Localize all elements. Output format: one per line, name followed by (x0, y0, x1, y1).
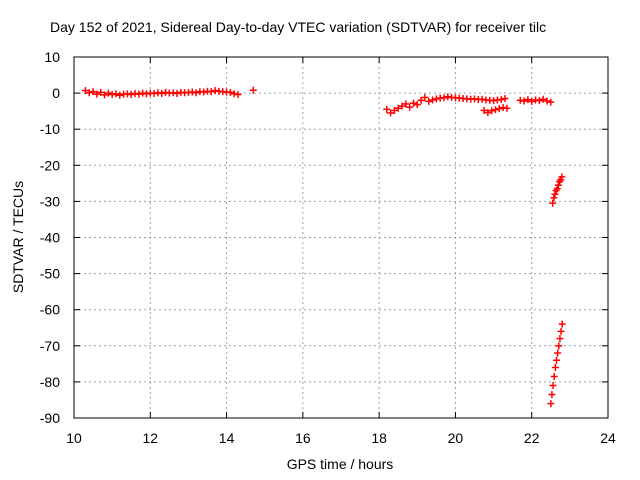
data-point (387, 109, 395, 117)
data-point (173, 89, 181, 97)
y-axis-label: SDTVAR / TECUs (10, 180, 26, 294)
data-point (553, 356, 561, 364)
data-point (192, 89, 200, 97)
data-point (207, 88, 215, 96)
x-tick-label: 20 (448, 430, 464, 446)
data-point (383, 105, 391, 113)
data-point (394, 104, 402, 112)
data-point (425, 97, 433, 105)
y-tick-label: -50 (40, 266, 60, 282)
data-point (104, 89, 112, 97)
data-point (429, 96, 437, 104)
data-point (535, 97, 543, 105)
data-point (551, 190, 559, 198)
data-point (554, 349, 562, 357)
data-point (112, 90, 120, 98)
data-point (501, 95, 509, 103)
y-tick-label: -70 (40, 338, 60, 354)
data-point (555, 342, 563, 350)
data-point (402, 100, 410, 108)
y-tick-label: -80 (40, 374, 60, 390)
data-point (226, 88, 234, 96)
y-tick-label: -60 (40, 302, 60, 318)
x-tick-label: 10 (66, 430, 82, 446)
x-tick-label: 12 (142, 430, 158, 446)
data-point (503, 104, 511, 112)
x-tick-label: 24 (600, 430, 616, 446)
data-point (85, 89, 93, 97)
data-point (553, 185, 561, 193)
data-point (549, 382, 557, 390)
data-point (558, 320, 566, 328)
data-points (81, 86, 566, 408)
data-point (480, 106, 488, 114)
data-point (497, 96, 505, 104)
data-point (491, 106, 499, 114)
data-point (524, 96, 532, 104)
data-point (398, 102, 406, 110)
data-point (409, 99, 417, 107)
data-point (484, 109, 492, 117)
data-point (127, 91, 135, 99)
y-tick-label: -40 (40, 230, 60, 246)
y-tick-label: -20 (40, 157, 60, 173)
data-point (234, 91, 242, 99)
plot-frame (73, 56, 609, 419)
data-point (550, 194, 558, 202)
data-point (557, 327, 565, 335)
data-point (440, 94, 448, 102)
chart-title: Day 152 of 2021, Sidereal Day-to-day VTE… (50, 19, 547, 35)
data-point (249, 86, 257, 94)
data-point (528, 97, 536, 105)
data-point (89, 88, 97, 96)
x-tick-label: 16 (295, 430, 311, 446)
data-point (556, 335, 564, 343)
y-tick-label: 0 (52, 85, 60, 101)
data-point (549, 199, 557, 207)
data-point (97, 88, 105, 96)
data-point (551, 363, 559, 371)
data-point (421, 93, 429, 101)
data-point (554, 181, 562, 189)
data-point (539, 95, 547, 103)
data-point (547, 400, 555, 408)
grid-lines (74, 57, 608, 418)
y-tick-label: -30 (40, 193, 60, 209)
y-tick-label: -90 (40, 410, 60, 426)
x-tick-label: 14 (219, 430, 235, 446)
data-point (520, 97, 528, 105)
data-point (488, 107, 496, 115)
data-point (390, 106, 398, 114)
y-tick-label: -10 (40, 121, 60, 137)
tick-labels: 10 12 14 16 18 20 22 24 10 0 -10 -20 -30 -40 -50 -60 -70… (40, 49, 616, 446)
x-tick-label: 22 (524, 430, 540, 446)
data-point (101, 91, 109, 99)
data-point (558, 173, 566, 181)
data-point (116, 91, 124, 99)
data-point (550, 372, 558, 380)
data-point (547, 98, 555, 106)
data-point (413, 101, 421, 109)
data-point (135, 90, 143, 98)
data-point (543, 97, 551, 105)
data-point (81, 87, 89, 95)
data-point (93, 90, 101, 98)
x-axis-label: GPS time / hours (286, 456, 394, 472)
data-point (495, 105, 503, 113)
data-point (406, 103, 414, 111)
x-tick-label: 18 (371, 430, 387, 446)
data-point (417, 96, 425, 104)
y-tick-label: 10 (44, 49, 60, 65)
data-point (548, 391, 556, 399)
data-point (158, 89, 166, 97)
